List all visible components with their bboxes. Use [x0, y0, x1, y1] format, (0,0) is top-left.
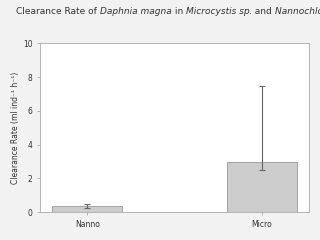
Text: Nannochloropsis sp: Nannochloropsis sp	[275, 7, 320, 16]
Text: . and: . and	[249, 7, 275, 16]
Text: Daphnia magna: Daphnia magna	[100, 7, 172, 16]
Bar	[52, 206, 122, 212]
Text: Microcystis sp: Microcystis sp	[186, 7, 249, 16]
Y-axis label: Clearance Rate (ml ind⁻¹ h⁻¹): Clearance Rate (ml ind⁻¹ h⁻¹)	[11, 72, 20, 184]
Bar	[227, 162, 297, 212]
Text: in: in	[172, 7, 186, 16]
Text: Clearance Rate of: Clearance Rate of	[16, 7, 100, 16]
